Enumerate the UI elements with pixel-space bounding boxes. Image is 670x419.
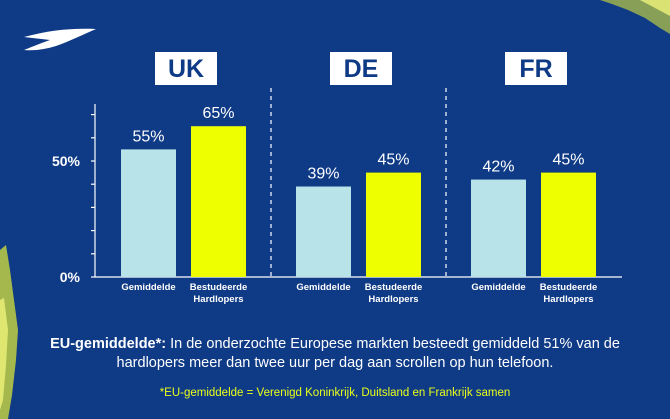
footnote: *EU-gemiddelde = Verenigd Koninkrijk, Du… (159, 387, 511, 399)
paint-texture-left (0, 245, 18, 419)
category-label: Gemiddelde (121, 282, 175, 293)
category-label: Bestudeerde (540, 282, 598, 293)
bar-average (121, 149, 176, 277)
category-label: Hardlopers (543, 294, 593, 305)
bar-value-label: 55% (132, 128, 164, 145)
swoosh-chevron-logo-icon (24, 28, 96, 51)
bar-average (471, 179, 526, 277)
group-title: DE (344, 55, 379, 83)
group-title-box (505, 52, 567, 85)
bar-studied-runners (366, 172, 421, 277)
bar-studied-runners (191, 126, 246, 277)
caption-bold-label: EU-gemiddelde*: (50, 336, 167, 352)
y-tick-label: 50% (52, 153, 81, 169)
bar-value-label: 45% (552, 152, 584, 169)
bar-value-label: 65% (202, 105, 234, 122)
bar-average (296, 186, 351, 277)
category-label: Bestudeerde (365, 282, 423, 293)
category-label: Hardlopers (368, 294, 418, 305)
bar-studied-runners (541, 172, 596, 277)
paint-texture-top-right (600, 0, 670, 34)
category-label: Bestudeerde (190, 282, 248, 293)
group-title-box (330, 52, 392, 85)
caption-text: In de onderzochte Europese markten beste… (116, 336, 620, 371)
category-label: Gemiddelde (296, 282, 350, 293)
category-label: Gemiddelde (471, 282, 525, 293)
group-title: UK (168, 55, 204, 83)
bar-value-label: 39% (307, 166, 339, 183)
y-tick-label: 0% (60, 269, 81, 285)
category-label: Hardlopers (193, 294, 243, 305)
group-title: FR (519, 55, 552, 83)
bar-value-label: 42% (482, 159, 514, 176)
bar-value-label: 45% (377, 152, 409, 169)
eu-average-caption: EU-gemiddelde*: In de onderzochte Europe… (20, 335, 650, 373)
group-title-box (155, 52, 217, 85)
